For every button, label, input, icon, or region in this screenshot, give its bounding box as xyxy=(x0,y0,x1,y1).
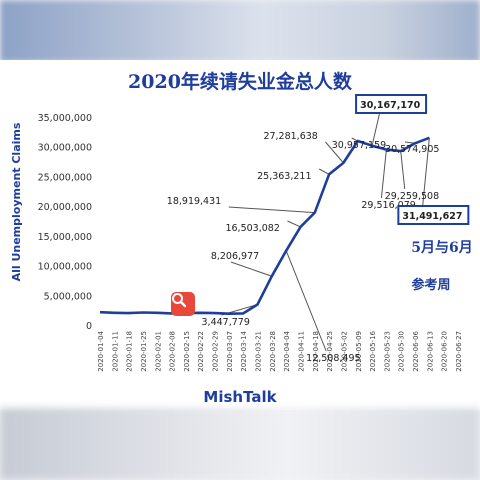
reference-note: 参考周 xyxy=(411,277,450,293)
annotation-leader-line xyxy=(325,141,344,164)
x-tick-label: 2020-02-08 xyxy=(169,331,177,372)
chart-title: 2020年续请失业金总人数 xyxy=(128,70,353,93)
x-tick-label: 2020-05-23 xyxy=(383,331,391,372)
x-tick-label: 2020-06-20 xyxy=(441,331,449,372)
blurred-background-bottom xyxy=(0,408,480,480)
data-label: 31,491,627 xyxy=(402,211,462,222)
x-tick-label: 2020-05-09 xyxy=(355,331,363,372)
x-tick-label: 2020-05-02 xyxy=(340,331,348,372)
x-tick-label: 2020-06-13 xyxy=(426,331,434,372)
y-tick-label: 35,000,000 xyxy=(38,113,92,124)
x-tick-label: 2020-03-07 xyxy=(226,331,234,372)
annotation-leader-line xyxy=(400,151,406,190)
data-label: 30,957,159 xyxy=(332,140,386,151)
x-tick-label: 2020-03-28 xyxy=(269,331,277,372)
x-tick-label: 2020-06-06 xyxy=(412,330,420,371)
chart-card xyxy=(0,60,480,410)
data-label: 25,363,211 xyxy=(257,171,311,182)
data-label: 16,503,082 xyxy=(225,223,279,234)
annotation-leader-line xyxy=(421,137,430,210)
x-tick-label: 2020-01-18 xyxy=(126,331,134,372)
annotation-leader-line xyxy=(230,261,273,277)
y-tick-label: 15,000,000 xyxy=(38,232,92,243)
zoom-button[interactable] xyxy=(171,292,195,316)
data-label: 12,508,495 xyxy=(306,353,360,364)
x-tick-label: 2020-04-04 xyxy=(283,330,291,371)
x-tick-label: 2020-01-11 xyxy=(111,331,119,372)
x-tick-label: 2020-06-27 xyxy=(455,331,463,372)
annotation-leader-line xyxy=(380,149,387,199)
annotation-box xyxy=(355,94,428,114)
x-tick-label: 2020-04-11 xyxy=(297,331,305,372)
data-label: 3,447,779 xyxy=(202,317,250,328)
annotation-leader-line xyxy=(318,168,330,175)
data-label: 29,516,079 xyxy=(361,200,415,211)
blurred-background-top xyxy=(0,0,480,62)
series-line xyxy=(99,136,430,315)
x-tick-label: 2020-02-22 xyxy=(197,331,205,372)
annotation-leader-line xyxy=(287,220,301,228)
x-tick-label: 2020-01-25 xyxy=(140,331,148,372)
x-tick-label: 2020-05-16 xyxy=(369,330,377,371)
source-label: MishTalk xyxy=(203,388,277,406)
y-axis-label: All Unemployment Claims xyxy=(10,122,23,281)
data-label: 29,259,508 xyxy=(385,191,439,202)
x-tick-label: 2020-03-14 xyxy=(240,330,248,371)
x-tick-label: 2020-02-15 xyxy=(183,331,191,372)
magnifier-icon xyxy=(172,293,187,308)
x-tick-label: 2020-05-30 xyxy=(398,331,406,372)
x-tick-label: 2020-04-25 xyxy=(326,331,334,372)
data-label: 27,281,638 xyxy=(263,131,317,142)
data-label: 30,167,170 xyxy=(360,100,420,111)
y-tick-label: 10,000,000 xyxy=(38,262,92,273)
x-tick-label: 2020-04-18 xyxy=(312,331,320,372)
y-tick-label: 20,000,000 xyxy=(38,202,92,213)
annotation-leader-line xyxy=(228,206,315,214)
data-label: 18,919,431 xyxy=(167,196,221,207)
data-label: 8,206,977 xyxy=(211,251,259,262)
y-tick-label: 5,000,000 xyxy=(44,291,92,302)
x-tick-label: 2020-02-29 xyxy=(212,331,220,372)
x-tick-label: 2020-01-04 xyxy=(97,330,105,371)
y-tick-label: 0 xyxy=(86,321,92,332)
annotation-leader-line xyxy=(285,250,327,352)
y-tick-label: 30,000,000 xyxy=(38,143,92,154)
period-note: 5月与6月 xyxy=(411,240,472,256)
data-label: 30,574,905 xyxy=(385,144,439,155)
x-tick-label: 2020-03-21 xyxy=(255,331,263,372)
y-tick-label: 25,000,000 xyxy=(38,172,92,183)
annotation-box xyxy=(397,205,470,225)
annotation-leader-line xyxy=(371,110,381,146)
x-tick-label: 2020-02-01 xyxy=(154,331,162,372)
